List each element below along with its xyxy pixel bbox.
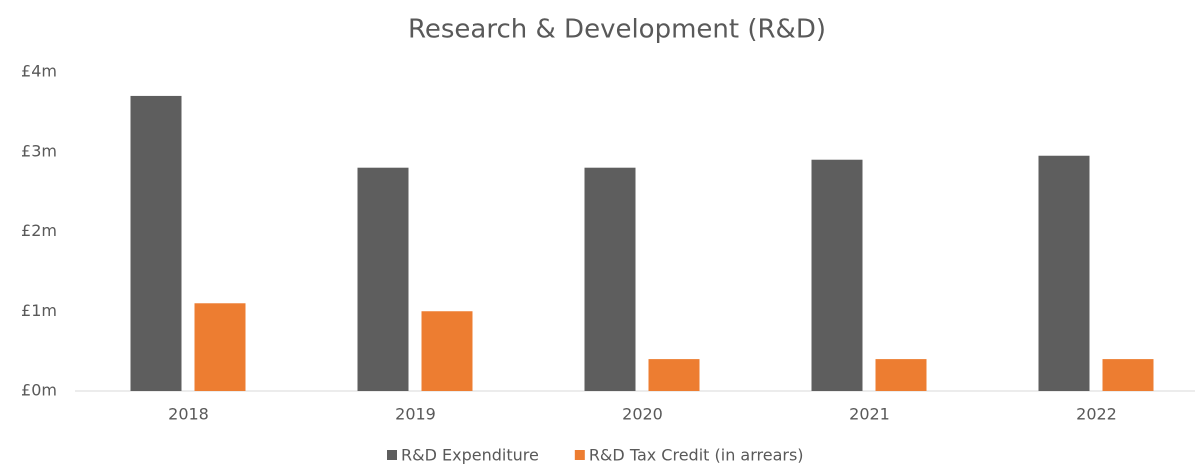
y-tick-label: £2m xyxy=(21,221,57,240)
x-tick-label: 2018 xyxy=(168,405,209,424)
y-tick-label: £4m xyxy=(21,62,57,81)
legend-swatch xyxy=(387,450,397,460)
bar xyxy=(421,311,473,391)
legend-swatch xyxy=(574,450,585,460)
chart-title: Research & Development (R&D) xyxy=(408,15,826,45)
bar xyxy=(194,303,246,391)
bar xyxy=(1038,155,1090,391)
legend-label: R&D Expenditure xyxy=(401,446,539,464)
bar xyxy=(130,95,182,392)
y-tick-label: £3m xyxy=(21,141,57,160)
bar xyxy=(357,167,409,391)
legend-label: R&D Tax Credit (in arrears) xyxy=(589,446,804,464)
x-tick-label: 2020 xyxy=(622,405,663,424)
bar xyxy=(811,159,863,391)
y-tick-label: £1m xyxy=(21,301,57,320)
x-tick-label: 2021 xyxy=(849,405,890,424)
y-tick-label: £0m xyxy=(21,381,57,400)
x-tick-label: 2019 xyxy=(395,405,436,424)
bar xyxy=(584,167,636,391)
bar xyxy=(648,359,700,391)
bar xyxy=(1102,359,1154,391)
bar xyxy=(875,359,927,391)
x-tick-label: 2022 xyxy=(1076,405,1117,424)
